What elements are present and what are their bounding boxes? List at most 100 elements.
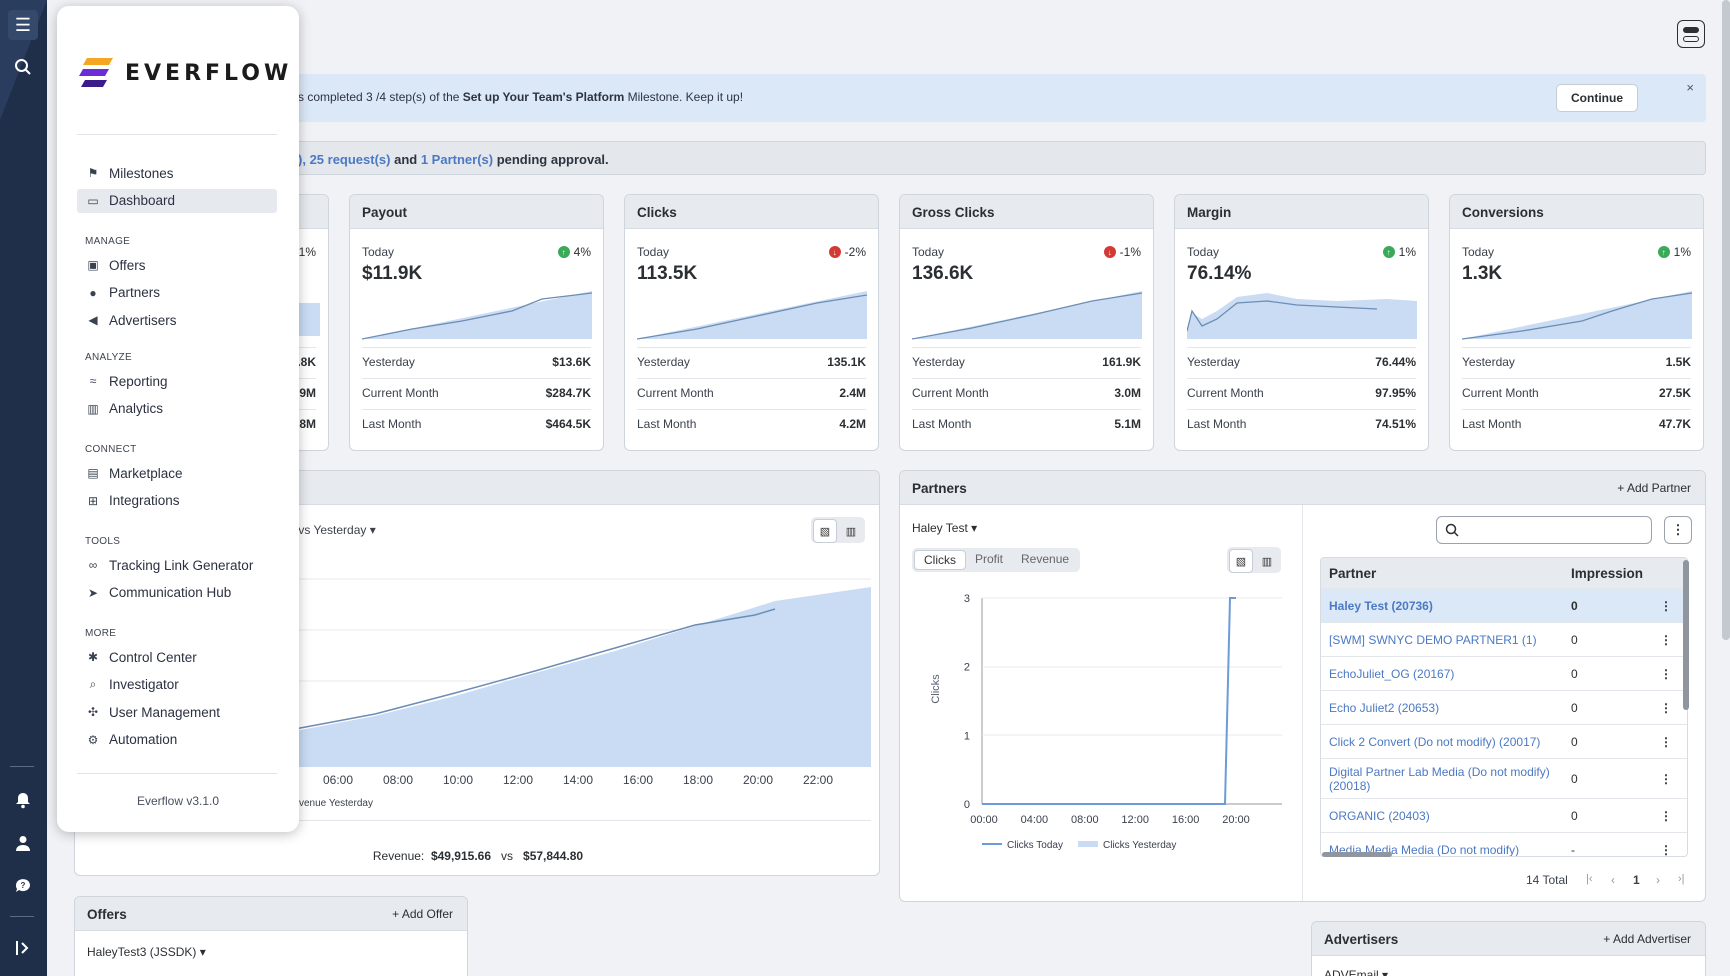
layout-toggle-icon[interactable] — [1677, 20, 1705, 48]
arrow-down-icon: ↓ — [1103, 246, 1116, 258]
partner-name-link[interactable]: Echo Juliet2 (20653) — [1329, 700, 1440, 715]
table-h-scrollbar[interactable] — [1322, 852, 1392, 857]
next-page-icon[interactable]: › — [1656, 873, 1660, 887]
row-menu-icon[interactable]: ⋮ — [1660, 598, 1672, 613]
table-row[interactable]: Click 2 Convert (Do not modify) (20017) 0… — [1321, 724, 1687, 758]
offer-selector[interactable]: HaleyTest3 (JSSDK) ▾ — [87, 945, 206, 959]
table-row[interactable]: Echo Juliet2 (20653) 0 ⋮ — [1321, 690, 1687, 724]
x-tick-label: 08:00 — [1071, 814, 1099, 826]
column-partner[interactable]: Partner — [1329, 565, 1377, 581]
impressions-cell: 0 — [1571, 632, 1578, 647]
impressions-cell: 0 — [1571, 734, 1578, 749]
clicks-today-line — [982, 597, 1236, 805]
partners-pending-link[interactable]: 1 Partner(s) — [420, 152, 494, 167]
tab-profit[interactable]: Profit — [975, 552, 1004, 566]
menu-item-investigator[interactable]: ⌕ Investigator — [77, 673, 277, 697]
menu-item-user-management[interactable]: ✣ User Management — [77, 700, 277, 724]
table-row[interactable]: ORGANIC (20403) 0 ⋮ — [1321, 798, 1687, 832]
partner-name-link[interactable]: Haley Test (20736) — [1329, 598, 1433, 613]
menu-item-integrations[interactable]: ⊞ Integrations — [77, 489, 277, 513]
menu-item-control-center[interactable]: ✱ Control Center — [77, 645, 277, 669]
row-menu-icon[interactable]: ⋮ — [1660, 842, 1672, 857]
partner-name-link[interactable]: [SWM] SWNYC DEMO PARTNER1 (1) — [1329, 632, 1537, 647]
row-menu-icon[interactable]: ⋮ — [1660, 734, 1672, 749]
person-icon: ● — [89, 285, 97, 300]
expand-sidebar-icon[interactable] — [8, 933, 38, 963]
partner-search-input[interactable] — [1436, 516, 1652, 544]
area-chart-icon[interactable]: ▧ — [813, 519, 837, 543]
row-menu-icon[interactable]: ⋮ — [1660, 771, 1672, 786]
search-icon[interactable] — [8, 52, 38, 82]
prev-page-icon[interactable]: ‹ — [1611, 873, 1615, 887]
first-page-icon[interactable]: |‹ — [1586, 873, 1593, 885]
table-row[interactable]: EchoJuliet_OG (20167) 0 ⋮ — [1321, 656, 1687, 690]
column-impression[interactable]: Impression — [1571, 565, 1644, 581]
menu-item-advertisers[interactable]: ◀ Advertisers — [77, 308, 277, 332]
everflow-logo-icon — [79, 58, 113, 87]
row-menu-icon[interactable]: ⋮ — [1660, 666, 1672, 681]
svg-text:?: ? — [21, 881, 26, 890]
table-row[interactable]: [SWM] SWNYC DEMO PARTNER1 (1) 0 ⋮ — [1321, 622, 1687, 656]
stat-value: 76.14% — [1187, 263, 1252, 284]
add-partner-button[interactable]: + Add Partner — [1617, 481, 1691, 495]
menu-item-dashboard[interactable]: ▭ Dashboard — [77, 188, 277, 213]
partner-name-link[interactable]: ORGANIC (20403) — [1329, 808, 1430, 823]
everflow-logo[interactable]: EVERFLOW — [79, 56, 292, 90]
partner-selector[interactable]: Haley Test ▾ — [912, 521, 978, 535]
menu-item-automation[interactable]: ⚙ Automation — [77, 728, 277, 752]
partner-name-link[interactable]: Click 2 Convert (Do not modify) (20017) — [1329, 734, 1541, 749]
revenue-today-line — [294, 608, 776, 730]
tab-clicks[interactable]: Clicks — [914, 550, 966, 570]
y-axis-label: Clicks — [930, 674, 942, 704]
advertiser-selector[interactable]: ADVEmail ▾ — [1324, 968, 1389, 976]
page-scrollbar[interactable] — [1722, 0, 1730, 640]
menu-item-analytics[interactable]: ▥ Analytics — [77, 397, 277, 421]
close-icon[interactable]: × — [1686, 80, 1694, 95]
page-number[interactable]: 1 — [1633, 873, 1640, 887]
help-icon[interactable]: ? — [8, 871, 38, 901]
tab-revenue[interactable]: Revenue — [1021, 552, 1070, 566]
menu-item-offers[interactable]: ▣ Offers — [77, 253, 277, 277]
menu-item-marketplace[interactable]: ▤ Marketplace — [77, 461, 277, 485]
table-row[interactable]: Digital Partner Lab Media (Do not modify… — [1321, 758, 1687, 798]
user-icon[interactable] — [8, 828, 38, 858]
partner-table-menu-icon[interactable]: ⋮ — [1664, 516, 1692, 544]
stat-value: $11.9K — [362, 263, 423, 284]
menu-item-communication-hub[interactable]: ➤ Communication Hub — [77, 581, 277, 605]
bar-chart-icon[interactable]: ▥ — [1261, 555, 1273, 568]
period-selector[interactable]: y vs Yesterday ▾ — [289, 523, 376, 537]
row-menu-icon[interactable]: ⋮ — [1660, 808, 1672, 823]
x-tick-label: 20:00 — [743, 773, 774, 787]
menu-item-partners[interactable]: ● Partners — [77, 281, 277, 305]
menu-item-label: Communication Hub — [109, 585, 232, 600]
continue-button[interactable]: Continue — [1556, 84, 1638, 112]
partner-name-link[interactable]: EchoJuliet_OG (20167) — [1329, 666, 1455, 681]
bar-chart-icon[interactable]: ▥ — [845, 525, 857, 538]
bell-icon[interactable] — [8, 785, 38, 815]
menu-item-milestones[interactable]: ⚑ Milestones — [77, 161, 277, 185]
hamburger-menu-icon[interactable]: ☰ — [8, 10, 38, 40]
last-page-icon[interactable]: ›| — [1678, 873, 1685, 885]
stat-row: Yesterday 1.5K — [1462, 347, 1691, 375]
legend-clicks-today: Clicks Today — [1007, 840, 1063, 851]
menu-item-label: Analytics — [109, 401, 164, 416]
add-advertiser-button[interactable]: + Add Advertiser — [1603, 932, 1691, 946]
stat-sparkline — [1187, 293, 1417, 339]
table-row[interactable]: Haley Test (20736) 0 ⋮ — [1321, 588, 1687, 622]
menu-item-reporting[interactable]: ≈ Reporting — [77, 369, 277, 393]
revenue-legend: venue Yesterday — [299, 798, 373, 809]
area-chart-icon[interactable]: ▧ — [1229, 549, 1253, 573]
add-offer-button[interactable]: + Add Offer — [392, 907, 453, 921]
menu-item-tracking-link-generator[interactable]: ∞ Tracking Link Generator — [77, 553, 277, 577]
menu-section-title: TOOLS — [85, 536, 121, 547]
requests-link[interactable]: 25 request(s) — [309, 152, 391, 167]
x-tick-label: 16:00 — [1172, 814, 1200, 826]
table-scrollbar[interactable] — [1683, 560, 1689, 710]
y-tick-label: 0 — [964, 799, 970, 811]
row-menu-icon[interactable]: ⋮ — [1660, 632, 1672, 647]
stat-today-label: Today — [362, 245, 395, 259]
partner-name-link[interactable]: Digital Partner Lab Media (Do not modify… — [1329, 764, 1550, 793]
row-menu-icon[interactable]: ⋮ — [1660, 700, 1672, 715]
stat-card-conversions: Conversions Today ↑ 1% 1.3K Yesterday 1.5K Curr… — [1449, 194, 1704, 451]
menu-item-label: Offers — [109, 257, 146, 273]
